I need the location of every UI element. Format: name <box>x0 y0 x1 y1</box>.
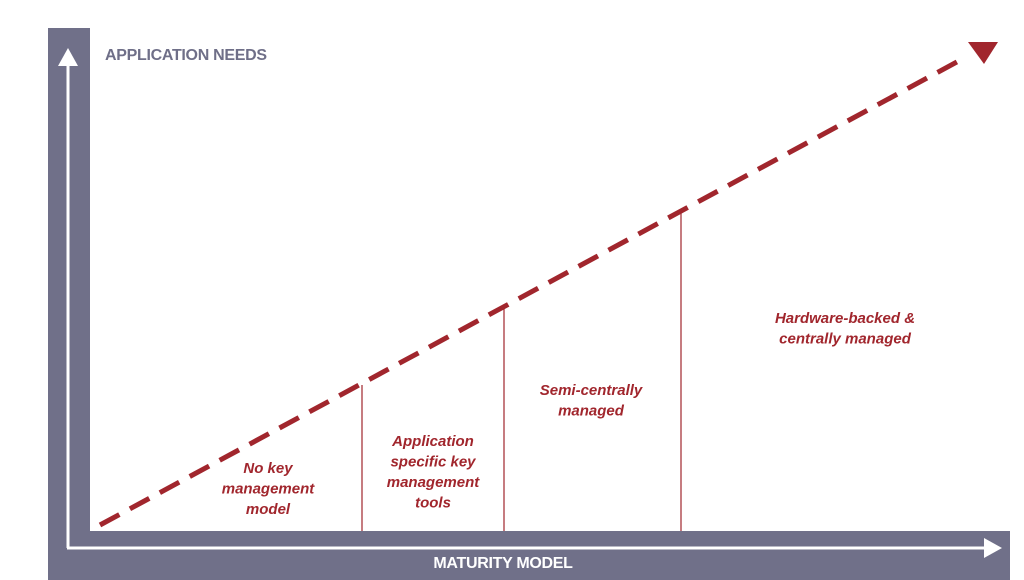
stage-label: model <box>246 501 291 518</box>
stage-label: specific key <box>390 454 476 471</box>
x-axis-bar <box>48 531 1010 580</box>
x-axis-label: MATURITY MODEL <box>433 555 573 572</box>
stage-label: Application <box>391 433 474 450</box>
y-axis-label: APPLICATION NEEDS <box>105 47 267 64</box>
stage-label: management <box>387 474 481 491</box>
trend-arrowhead <box>968 42 998 64</box>
stage-label: managed <box>558 403 625 420</box>
x-axis-arrowhead <box>984 538 1002 558</box>
trend-line <box>98 54 968 528</box>
stage-label: management <box>222 481 316 498</box>
y-axis-arrowhead <box>58 48 78 66</box>
stage-labels: No key management model Application specific… <box>222 310 915 518</box>
stage-label: Hardware-backed & <box>775 310 915 327</box>
stage-label: Semi-centrally <box>540 382 643 399</box>
stage-label: centrally managed <box>779 331 912 348</box>
stage-label: No key <box>243 460 293 477</box>
stage-label: tools <box>415 495 451 512</box>
